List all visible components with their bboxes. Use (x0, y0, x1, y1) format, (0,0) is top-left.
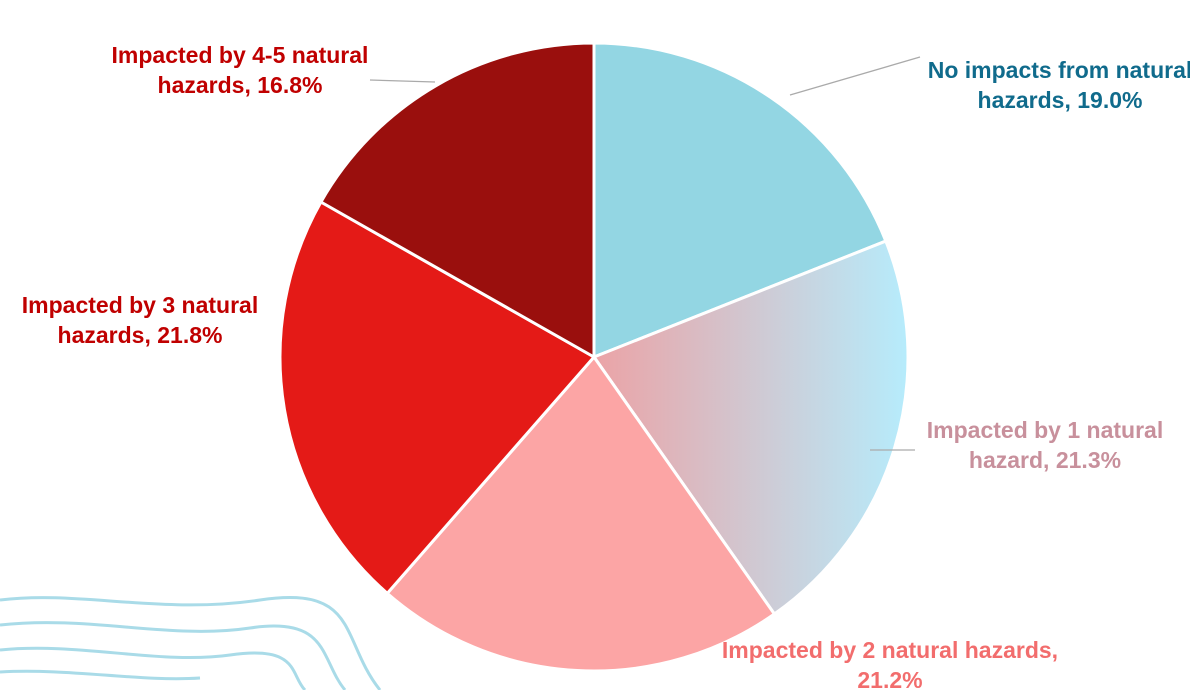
pie-slice (592, 41, 888, 360)
pie-slice (278, 199, 597, 596)
pie-slice (591, 239, 910, 617)
decoration (0, 596, 382, 690)
data-label: Impacted by 2 natural hazards, 21.2% (710, 635, 1070, 690)
label-category: No impacts from natural hazards, (927, 57, 1190, 113)
label-value: 21.8% (157, 322, 223, 348)
data-label: No impacts from natural hazards, 19.0% (925, 55, 1190, 115)
data-label: Impacted by 3 natural hazards, 21.8% (0, 290, 280, 350)
pie-slice (318, 41, 596, 360)
leader-line (789, 56, 921, 96)
label-value: 21.3% (1055, 447, 1122, 473)
data-label: Impacted by 1 natural hazard, 21.3% (920, 415, 1170, 475)
data-label: Impacted by 4-5 natural hazards, 16.8% (90, 40, 390, 100)
label-category: Impacted by 2 natural hazards, (721, 637, 1059, 663)
label-category: Impacted by 3 natural hazards, (21, 292, 259, 348)
pie-slice (385, 354, 777, 673)
leader-line (369, 79, 436, 83)
label-value: 19.0% (1077, 87, 1143, 113)
label-value: 16.8% (257, 72, 323, 98)
label-category: Impacted by 4-5 natural hazards, (111, 42, 369, 98)
label-category: Impacted by 1 natural hazard, (926, 417, 1164, 473)
label-value: 21.2% (857, 667, 923, 690)
